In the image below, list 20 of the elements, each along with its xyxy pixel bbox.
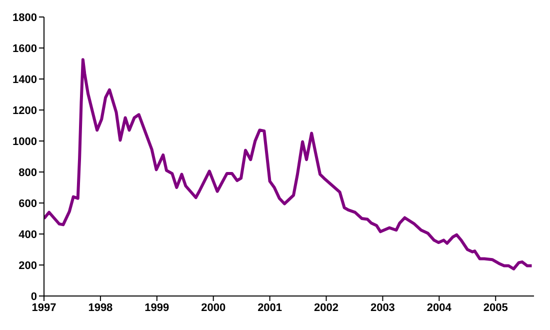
y-tick-label: 400 bbox=[18, 228, 37, 241]
x-tick-label: 2000 bbox=[201, 302, 226, 314]
y-tick-label: 200 bbox=[18, 260, 37, 272]
x-tick-label: 2004 bbox=[426, 302, 452, 314]
y-tick-label: 1600 bbox=[12, 42, 37, 55]
y-tick-label: 600 bbox=[18, 198, 37, 210]
y-tick-label: 1000 bbox=[12, 136, 37, 148]
x-tick-label: 2001 bbox=[258, 302, 282, 314]
x-tick-label: 1997 bbox=[32, 302, 56, 314]
x-tick-label: 2002 bbox=[314, 302, 338, 314]
y-tick-label: 1200 bbox=[12, 104, 37, 117]
x-tick-label: 2005 bbox=[483, 302, 508, 314]
y-tick-label: 1800 bbox=[12, 12, 37, 24]
y-tick-label: 800 bbox=[18, 166, 37, 179]
line-series bbox=[44, 58, 534, 270]
x-tick-label: 1998 bbox=[88, 302, 113, 314]
y-tick-label: 1400 bbox=[12, 74, 37, 86]
x-tick-label: 1999 bbox=[144, 302, 170, 314]
x-tick-label: 2003 bbox=[370, 302, 395, 314]
y-tick-label: 0 bbox=[30, 290, 37, 303]
